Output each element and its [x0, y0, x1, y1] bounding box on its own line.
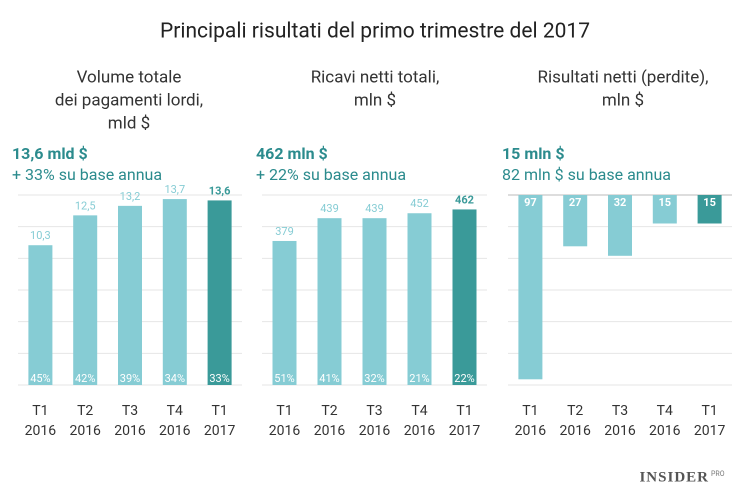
page-title: Principali risultati del primo trimestre… — [160, 20, 590, 44]
value-label: 13,2 — [120, 190, 141, 203]
x-tick-label: T2 2016 — [314, 403, 346, 439]
x-tick-label: T4 2016 — [159, 403, 191, 439]
panel-title: mln $ — [602, 90, 644, 110]
value-label: 452 — [410, 197, 429, 210]
value-label: 97 — [524, 196, 537, 209]
value-label: 13,6 — [209, 184, 231, 197]
value-label: 462 — [455, 193, 474, 206]
headline: 462 mln $ — [256, 144, 328, 163]
subline: + 22% su base annua — [256, 165, 406, 184]
bar — [697, 195, 722, 224]
bar — [162, 199, 187, 385]
value-label: 439 — [320, 202, 339, 215]
bar — [563, 195, 588, 247]
x-tick-label: T1 2017 — [204, 403, 236, 439]
x-tick-label: T4 2016 — [404, 403, 436, 439]
panel-title: dei pagamenti lordi, — [55, 90, 203, 110]
bottom-label: 42% — [75, 372, 95, 385]
bar — [518, 195, 543, 380]
x-tick-label: T1 2016 — [515, 403, 547, 439]
bottom-label: 21% — [409, 372, 429, 385]
x-tick-label: T2 2016 — [559, 403, 591, 439]
x-tick-label: T1 2016 — [269, 403, 301, 439]
value-label: 379 — [275, 225, 294, 238]
bar — [272, 240, 297, 385]
panel-title: Ricavi netti totali, — [311, 67, 440, 87]
value-label: 13,7 — [164, 183, 185, 196]
logo-text: INSIDER — [639, 469, 709, 485]
bar — [652, 195, 677, 224]
bottom-label: 32% — [364, 372, 384, 385]
x-tick-label: T1 2017 — [694, 403, 726, 439]
bar — [118, 205, 142, 385]
value-label: 15 — [658, 196, 671, 209]
bottom-label: 33% — [209, 372, 229, 385]
bottom-label: 34% — [165, 372, 185, 385]
value-label: 439 — [365, 202, 384, 215]
subline: + 33% su base annua — [12, 165, 162, 184]
value-label: 12,5 — [75, 199, 96, 212]
logo-sup: PRO — [711, 470, 725, 478]
logo: INSIDER PRO — [639, 469, 724, 485]
value-label: 32 — [614, 196, 627, 209]
value-label: 10,3 — [30, 229, 51, 242]
bar — [608, 195, 632, 256]
bar — [317, 218, 342, 385]
bar — [362, 218, 387, 385]
bottom-label: 22% — [454, 372, 474, 385]
bottom-label: 39% — [120, 372, 140, 385]
bar — [407, 213, 432, 385]
x-tick-label: T1 2016 — [25, 403, 57, 439]
bar — [73, 215, 98, 385]
bottom-label: 45% — [30, 372, 50, 385]
bottom-label: 51% — [274, 372, 294, 385]
bar — [207, 200, 232, 385]
bar — [452, 209, 477, 385]
headline: 13,6 mld $ — [12, 144, 88, 163]
bottom-label: 41% — [319, 372, 339, 385]
x-tick-label: T4 2016 — [649, 403, 681, 439]
value-label: 27 — [569, 196, 582, 209]
x-tick-label: T3 2016 — [604, 403, 636, 439]
panel-title: Volume totale — [77, 67, 182, 87]
panel-title: mld $ — [108, 113, 150, 133]
x-tick-label: T3 2016 — [359, 403, 391, 439]
headline: 15 mln $ — [502, 144, 565, 163]
subline: 82 mln $ su base annua — [502, 165, 671, 184]
bar — [28, 245, 53, 385]
panel-title: Risultati netti (perdite), — [537, 67, 708, 87]
panel-title: mln $ — [354, 90, 396, 110]
value-label: 15 — [703, 196, 716, 209]
x-tick-label: T1 2017 — [449, 403, 481, 439]
x-tick-label: T3 2016 — [114, 403, 146, 439]
x-tick-label: T2 2016 — [69, 403, 101, 439]
